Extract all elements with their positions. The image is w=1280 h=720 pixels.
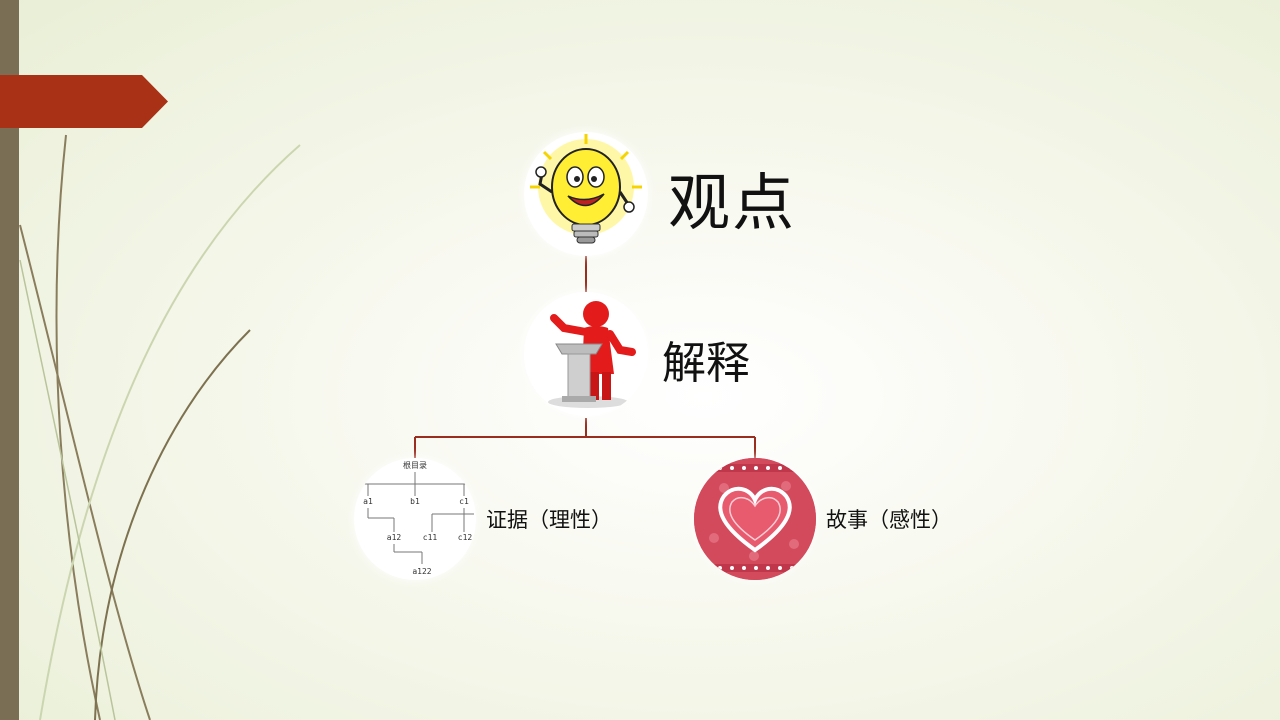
viewpoint-label: 观点: [668, 166, 797, 239]
tree-node-a1: a1: [363, 497, 373, 506]
speaker-at-podium-icon: [548, 301, 636, 408]
tree-node-c11: c11: [423, 533, 438, 542]
tree-node-b1: b1: [410, 497, 420, 506]
heart-icon: [694, 458, 816, 580]
evidence-label: 证据（理性）: [486, 508, 612, 532]
story-label: 故事（感性）: [826, 508, 952, 532]
tree-node-c12: c12: [458, 533, 473, 542]
tree-node-a122: a122: [412, 567, 431, 576]
lightbulb-mascot-icon: [530, 134, 642, 244]
tree-root-label: 根目录: [403, 460, 427, 470]
viewpoint-icon-circle: [524, 132, 648, 256]
evidence-icon-circle: 根目录 a1 b1 c1 a12 c11 c12 a122: [354, 458, 476, 580]
story-icon-circle: [694, 458, 816, 580]
directory-tree-icon: 根目录 a1 b1 c1 a12 c11 c12 a122: [362, 460, 474, 576]
explanation-label: 解释: [662, 338, 750, 389]
tree-node-a12: a12: [387, 533, 402, 542]
tree-node-c1: c1: [459, 497, 469, 506]
title-tab-arrow: [0, 75, 168, 128]
left-accent-bar: [0, 0, 19, 720]
explanation-icon-circle: [524, 292, 648, 416]
